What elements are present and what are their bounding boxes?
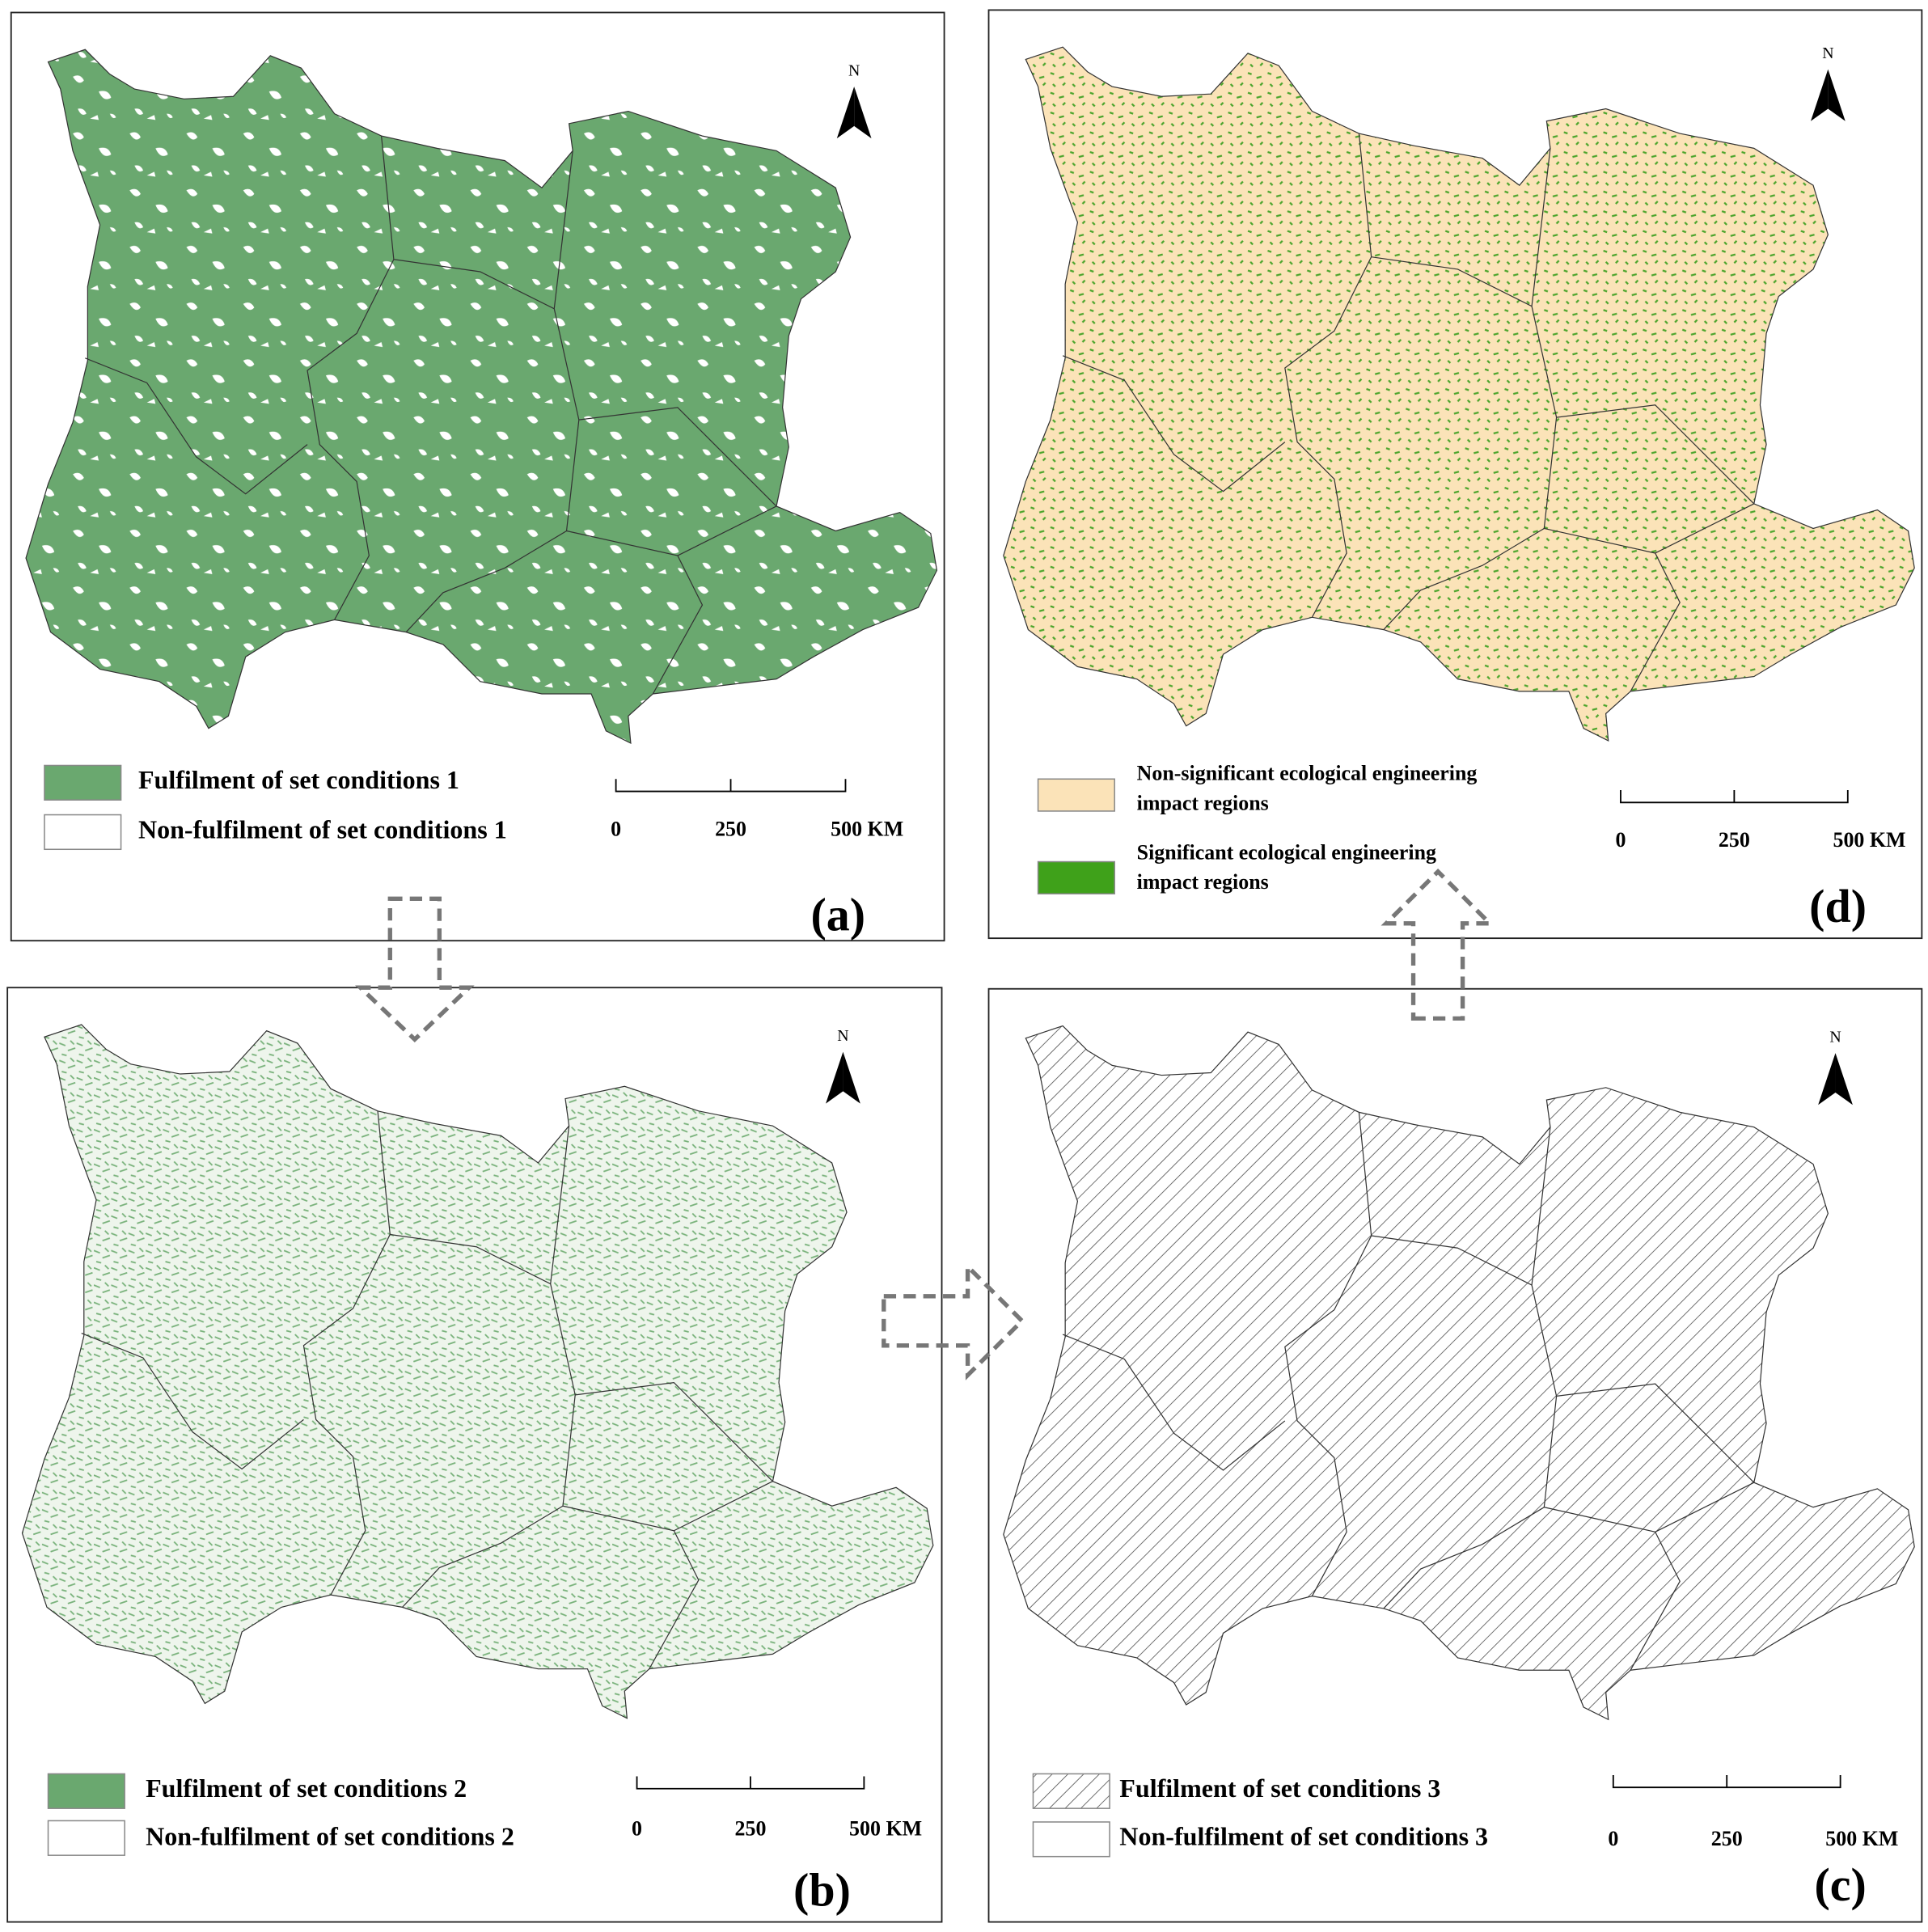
scale-label: 500 KM <box>831 817 903 840</box>
legend-label: Fulfilment of set conditions 1 <box>138 765 459 794</box>
north-label: N <box>1829 1028 1841 1046</box>
legend-label: Non-significant ecological engineering <box>1137 762 1478 785</box>
legend-swatch <box>44 764 122 801</box>
legend-swatch <box>44 814 122 851</box>
legend-swatch <box>47 1773 125 1809</box>
scale-bar <box>1620 790 1849 804</box>
scale-label: 0 <box>1615 828 1626 852</box>
legend-label: Fulfilment of set conditions 2 <box>146 1773 467 1803</box>
flow-arrow <box>354 896 475 1043</box>
north-arrow-left <box>1811 69 1829 121</box>
north-arrow-right <box>843 1051 860 1104</box>
north-label: N <box>837 1027 848 1045</box>
panel: N Non-significant ecological engineering i… <box>987 9 1923 940</box>
scale-bar <box>636 1776 865 1790</box>
map-region <box>25 49 938 745</box>
legend-label: Fulfilment of set conditions 3 <box>1119 1773 1440 1803</box>
legend-label: impact regions <box>1137 791 1269 814</box>
scale-label: 250 <box>715 817 746 840</box>
legend-label: Non-fulfilment of set conditions 3 <box>1119 1822 1488 1851</box>
scale-label: 0 <box>632 1817 642 1841</box>
north-arrow-left <box>836 87 855 139</box>
legend-label: Non-fulfilment of set conditions 2 <box>146 1822 514 1851</box>
panel-label: (b) <box>793 1863 851 1916</box>
legend-label: Significant ecological engineering <box>1137 840 1436 864</box>
scale-label: 250 <box>1719 828 1750 852</box>
province-boundary <box>1062 133 1755 692</box>
scale-bar <box>615 779 847 793</box>
legend-swatch <box>1037 860 1115 894</box>
scale-label: 500 KM <box>1825 1827 1898 1850</box>
scale-label: 250 <box>735 1817 767 1841</box>
legend-swatch <box>47 1820 125 1856</box>
map-region <box>21 1024 934 1719</box>
map-region <box>1003 1025 1915 1721</box>
province-boundary <box>1062 1112 1755 1671</box>
north-label: N <box>1822 44 1833 62</box>
scale-label: 500 KM <box>849 1817 922 1841</box>
panel: N Fulfilment of set conditions 2 Non-fulfi… <box>6 987 943 1923</box>
province-boundary <box>81 1110 773 1669</box>
scale-bar <box>1612 1774 1841 1789</box>
legend-swatch <box>1032 1821 1110 1858</box>
legend-label: impact regions <box>1137 870 1269 894</box>
legend-swatch <box>1037 778 1115 812</box>
legend-label: Non-fulfilment of set conditions 1 <box>138 814 507 843</box>
province-boundary <box>85 136 777 695</box>
flow-arrow <box>1380 868 1495 1021</box>
scale-label: 500 KM <box>1833 828 1905 852</box>
north-arrow-left <box>826 1051 844 1104</box>
scale-label: 0 <box>611 817 621 840</box>
north-arrow-right <box>1828 69 1846 121</box>
map-region <box>1003 46 1915 742</box>
north-label: N <box>848 61 860 79</box>
panel: N Fulfilment of set conditions 1 Non-fulfi… <box>10 11 945 942</box>
flow-arrow <box>882 1261 1025 1380</box>
scale-label: 250 <box>1711 1827 1743 1850</box>
north-arrow-left <box>1818 1053 1836 1106</box>
panel-label: (a) <box>811 889 866 941</box>
panel: N Fulfilment of set conditions 3 Non-fulfi… <box>987 987 1923 1923</box>
panel-label: (c) <box>1814 1858 1866 1911</box>
panel-label: (d) <box>1809 880 1867 932</box>
legend-swatch <box>1032 1773 1110 1809</box>
scale-label: 0 <box>1608 1827 1618 1850</box>
